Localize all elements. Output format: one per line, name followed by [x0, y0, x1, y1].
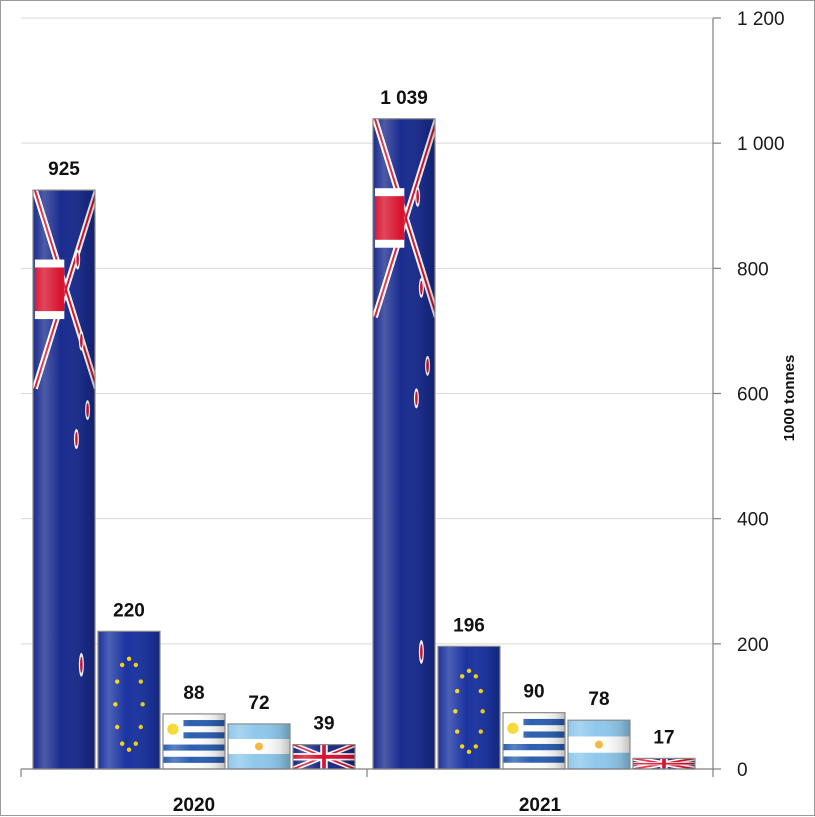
data-label: 925: [48, 159, 80, 180]
y-tick-label: 800: [737, 259, 769, 280]
axes: 0 200 400 600 800 1 000 1 200 2020 2021: [20, 9, 785, 816]
y-tick-label: 600: [737, 385, 769, 406]
data-label: 1 039: [380, 88, 428, 109]
bar-new-zealand-2020: [32, 189, 96, 770]
gridlines: [21, 17, 713, 645]
bar-united-kingdom-2020: [292, 743, 356, 770]
y-axis-title: 1000 tonnes: [781, 355, 798, 442]
y-tick-label: 1 000: [737, 134, 785, 155]
x-category-label: 2020: [173, 795, 215, 816]
bar-uruguay-2021: [502, 712, 566, 770]
bars: [32, 118, 696, 770]
y-tick-label: 200: [737, 635, 769, 656]
data-label: 88: [183, 683, 204, 704]
data-label: 78: [588, 689, 609, 710]
y-tick-label: 0: [737, 760, 748, 781]
bar-european-union-2021: [437, 645, 501, 770]
data-label: 17: [653, 727, 674, 748]
y-tick-label: 1 200: [737, 9, 785, 30]
bar-uruguay-2020: [162, 713, 226, 770]
bar-united-kingdom-2021: [632, 757, 696, 770]
data-label: 220: [113, 600, 145, 621]
bar-argentina-2020: [227, 723, 291, 770]
data-label: 72: [248, 693, 269, 714]
bar-new-zealand-2021: [372, 118, 436, 770]
x-category-label: 2021: [519, 795, 562, 816]
data-labels: 925 220 88 72 39 1 039 196 90 78 17: [48, 88, 674, 749]
y-tick-label: 400: [737, 510, 769, 531]
data-label: 39: [313, 714, 334, 735]
data-label: 196: [453, 615, 485, 636]
bar-european-union-2020: [97, 630, 161, 770]
data-label: 90: [523, 682, 544, 703]
bar-argentina-2021: [567, 719, 631, 770]
